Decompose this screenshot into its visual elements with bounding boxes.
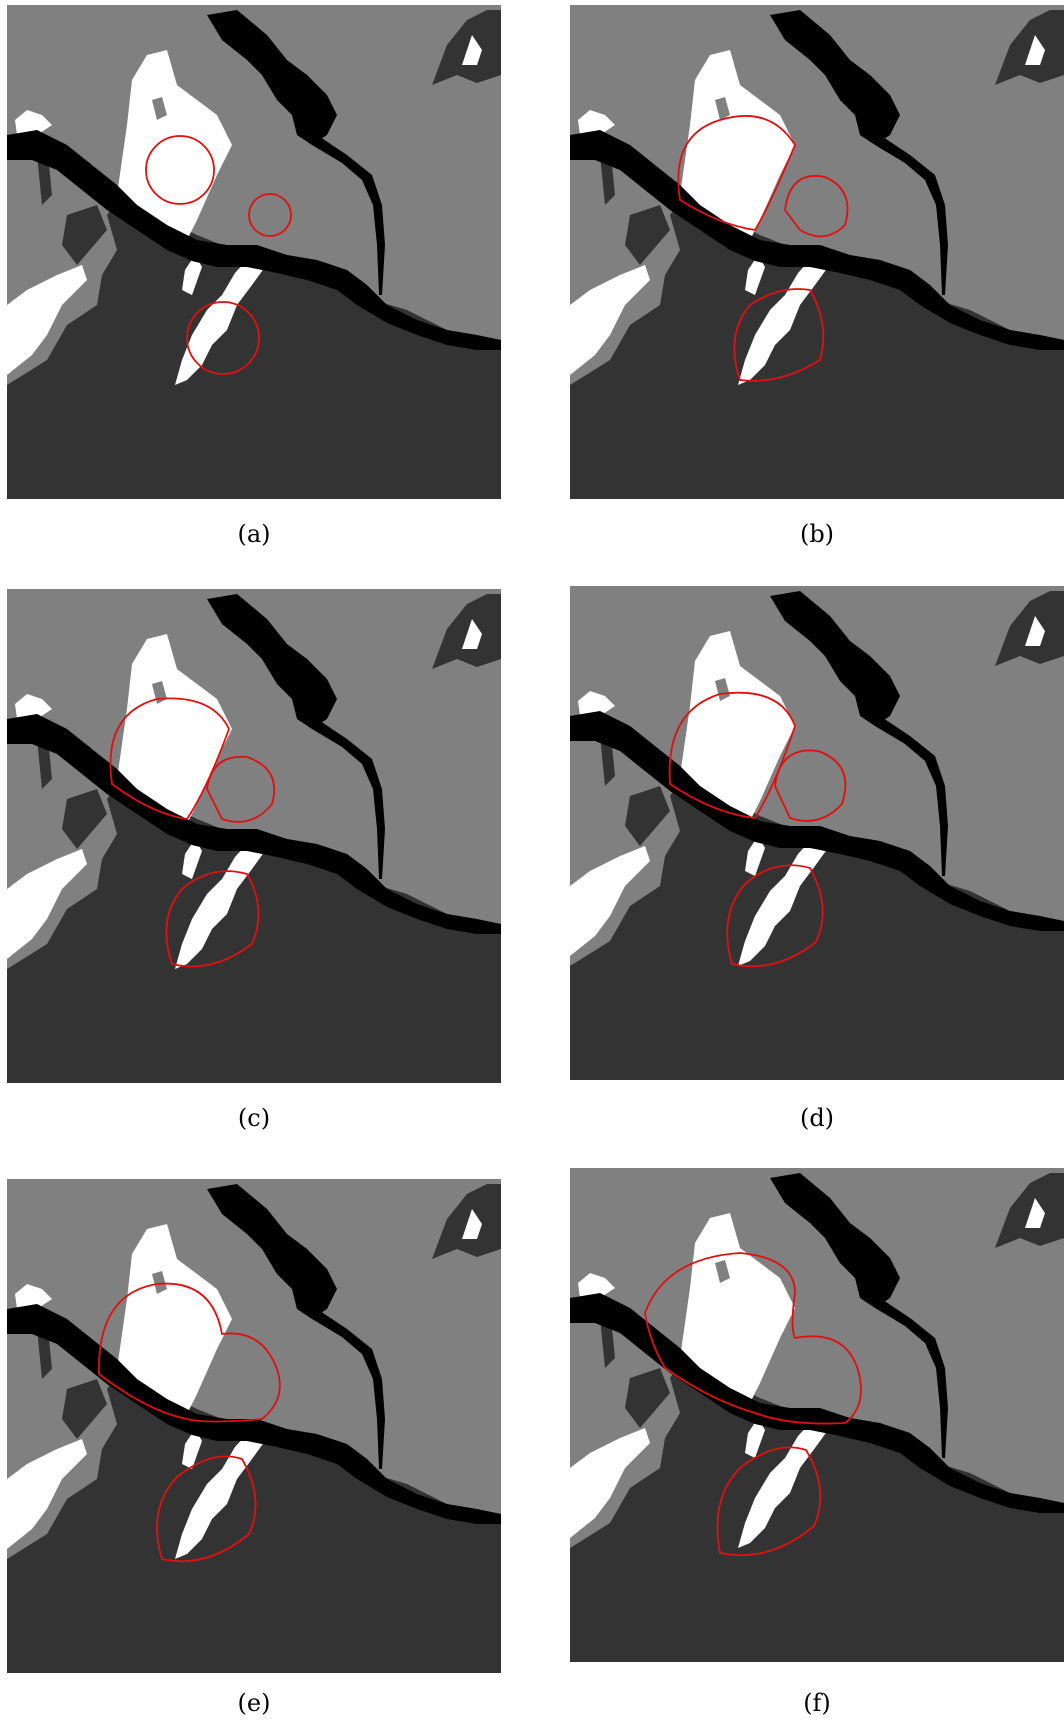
- contours: [98, 1282, 281, 1563]
- caption-d: (d): [799, 1104, 835, 1132]
- contour-2: [774, 749, 847, 822]
- contour-3: [156, 1455, 257, 1563]
- contour-2: [784, 175, 849, 238]
- segmentation-map: [570, 5, 1064, 499]
- contour-2: [248, 193, 292, 237]
- caption-f: (f): [803, 1689, 831, 1717]
- contour-1: [145, 135, 215, 205]
- segmentation-map: [7, 589, 501, 1083]
- contour-1: [644, 1252, 862, 1425]
- contour-1: [677, 115, 797, 231]
- segmentation-map: [7, 5, 501, 499]
- caption-a: (a): [237, 520, 271, 548]
- segmentation-map: [7, 1179, 501, 1673]
- contour-1: [109, 697, 230, 820]
- panel-d: [570, 586, 1064, 1080]
- segmentation-map: [570, 1168, 1064, 1662]
- contour-3: [186, 301, 260, 375]
- panel-a: [7, 5, 501, 499]
- contour-3: [726, 864, 824, 968]
- contour-1: [668, 691, 796, 819]
- panel-e: [7, 1179, 501, 1673]
- contour-2: [206, 755, 276, 823]
- contour-3: [733, 288, 825, 382]
- contours: [109, 697, 276, 968]
- caption-e: (e): [237, 1689, 271, 1717]
- panel-b: [570, 5, 1064, 499]
- contour-3: [716, 1446, 822, 1556]
- contours: [668, 691, 847, 968]
- caption-c: (c): [237, 1104, 271, 1132]
- segmentation-map: [570, 586, 1064, 1080]
- panel-c: [7, 589, 501, 1083]
- contour-3: [165, 870, 260, 968]
- panel-f: [570, 1168, 1064, 1662]
- contour-1: [98, 1282, 281, 1423]
- contours: [677, 115, 849, 382]
- caption-b: (b): [799, 520, 835, 548]
- contours: [644, 1252, 862, 1556]
- contours: [145, 135, 292, 375]
